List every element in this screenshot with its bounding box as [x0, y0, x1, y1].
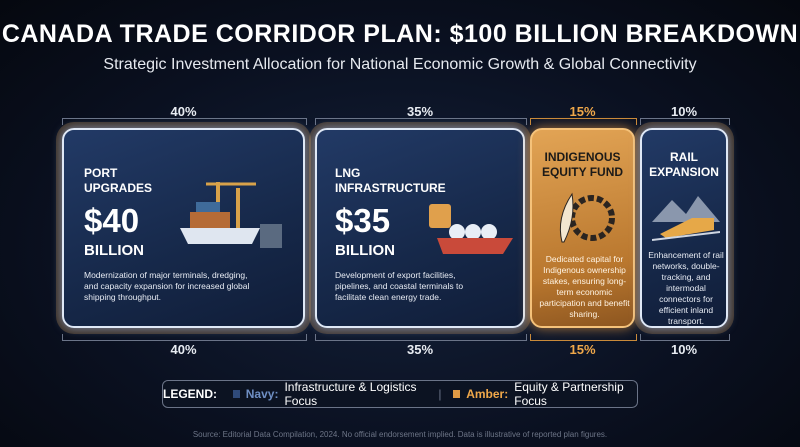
description: Dedicated capital for Indigenous ownersh… — [539, 254, 630, 319]
panel-port: PORT UPGRADES $40 BILLION Modernization … — [62, 128, 305, 328]
subtitle: Strategic Investment Allocation for Nati… — [103, 56, 697, 73]
bracket — [530, 118, 637, 125]
panel-indigenous: INDIGENOUS EQUITY FUND Dedicated capital… — [530, 128, 635, 328]
amount: $40 — [84, 202, 140, 239]
share-label: 35% — [406, 342, 434, 357]
legend-divider: | — [438, 387, 442, 401]
description: Development of export facilities, pipeli… — [335, 270, 464, 302]
tanker-icon — [429, 204, 513, 254]
bracket — [640, 334, 730, 341]
unit: BILLION — [84, 242, 144, 259]
panel-name: RAIL EXPANSION — [649, 150, 719, 179]
panel-name: PORT UPGRADES — [84, 166, 153, 195]
bracket — [62, 334, 307, 341]
bracket — [62, 118, 307, 125]
legend-name: Amber: — [466, 387, 509, 401]
unit: BILLION — [335, 242, 395, 259]
train-icon — [652, 196, 720, 241]
bracket — [530, 334, 637, 341]
share-label: 15% — [569, 104, 596, 119]
share-label: 40% — [170, 342, 197, 357]
bracket — [315, 334, 527, 341]
amount: $35 — [335, 202, 391, 239]
bracket — [640, 118, 730, 125]
share-label: 40% — [170, 104, 197, 119]
share-label: 10% — [670, 104, 698, 119]
panel-name: LNG INFRASTRUCTURE — [335, 166, 446, 195]
panel-name: INDIGENOUS EQUITY FUND — [541, 150, 624, 179]
legend-name: Navy: — [245, 387, 279, 401]
share-label: 35% — [406, 104, 434, 119]
panel-rail: RAIL EXPANSION Enhancement of rail netwo… — [640, 128, 728, 328]
legend-text: Infrastructure & Logistics Focus — [284, 380, 417, 408]
bracket — [315, 118, 527, 125]
legend-swatch — [453, 390, 461, 398]
source: Source: Editorial Data Compilation, 2024… — [192, 430, 608, 439]
share-label: 10% — [670, 342, 698, 357]
share-label: 15% — [569, 342, 596, 357]
legend-label: LEGEND: — [163, 387, 217, 401]
legend-text: Equity & Partnership Focus — [514, 380, 624, 408]
description: Modernization of major terminals, dredgi… — [84, 270, 250, 302]
panel-lng: LNG INFRASTRUCTURE $35 BILLION Developme… — [315, 128, 525, 328]
ship-icon — [180, 182, 282, 248]
description: Enhancement of rail networks, double-tra… — [648, 250, 724, 326]
equity-icon — [559, 192, 615, 243]
legend-swatch — [233, 390, 240, 398]
legend: LEGEND: Navy: Infrastructure & Logistics… — [162, 380, 638, 408]
title: CANADA TRADE CORRIDOR PLAN: $100 BILLION… — [1, 20, 799, 48]
